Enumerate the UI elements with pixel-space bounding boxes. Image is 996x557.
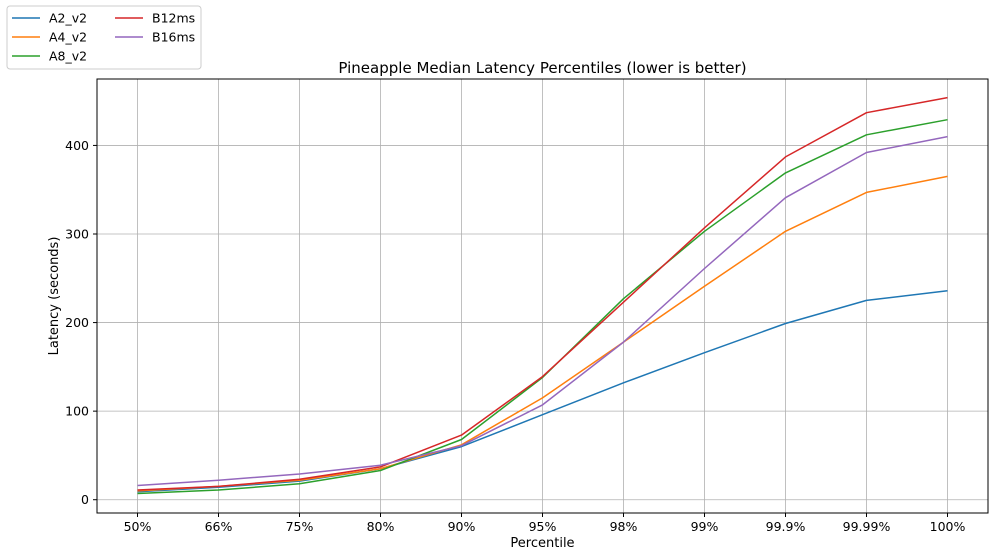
legend: A2_v2 A4_v2 A8_v2 B12ms B16ms [6,5,202,70]
series-line-a2-v2 [137,289,948,493]
series-lines [137,96,948,495]
grid [97,79,988,513]
y-axis-label: Latency (seconds) [47,237,62,356]
legend-label: A2_v2 [49,11,87,26]
y-tick-label: 0 [81,492,89,507]
x-tick-label: 50% [124,519,152,534]
series-line-b12ms [137,96,948,491]
y-axis-ticks: 0 100 200 300 400 [65,138,97,507]
x-tick-label: 90% [448,519,476,534]
chart-title: Pineapple Median Latency Percentiles (lo… [338,59,746,77]
x-tick-label: 95% [529,519,557,534]
y-tick-label: 400 [65,138,89,153]
y-tick-label: 300 [65,227,89,242]
x-tick-label: 98% [610,519,638,534]
x-tick-label: 75% [286,519,314,534]
x-tick-label: 80% [367,519,395,534]
legend-label: A8_v2 [49,49,87,64]
legend-label: A4_v2 [49,30,87,45]
legend-label: B16ms [152,30,195,45]
series-line-b16ms [137,135,948,487]
x-tick-label: 99.99% [843,519,891,534]
x-tick-label: 99% [691,519,719,534]
legend-box [6,5,202,70]
y-tick-label: 100 [65,404,89,419]
legend-label: B12ms [152,11,195,26]
x-tick-label: 66% [205,519,233,534]
x-axis-label: Percentile [510,536,574,551]
x-tick-label: 99.9% [766,519,806,534]
x-tick-label: 100% [930,519,966,534]
y-tick-label: 200 [65,315,89,330]
x-axis-ticks: 50% 66% 75% 80% 90% 95% 98% 99% 99.9% 99.99% 100% [124,513,966,534]
